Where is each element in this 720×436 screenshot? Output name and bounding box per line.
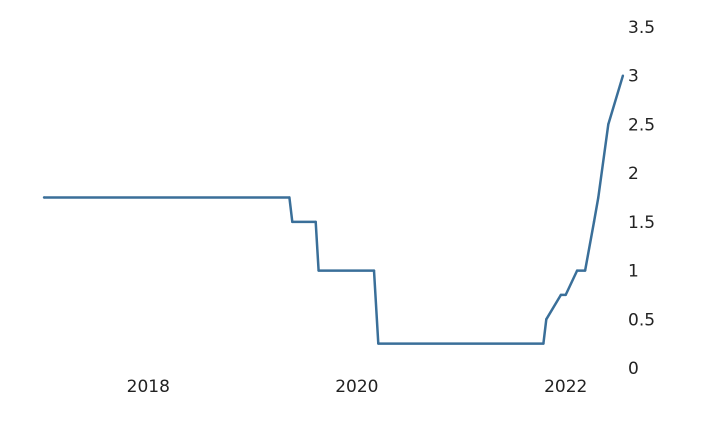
data-point [621, 74, 625, 77]
data-point [42, 196, 46, 199]
data-point [607, 123, 610, 126]
y-tick-label: 3.5 [628, 18, 655, 38]
y-tick-label: 0 [628, 359, 639, 379]
data-point [288, 196, 291, 199]
data-point [542, 342, 545, 345]
data-point [564, 293, 567, 297]
data-point [377, 342, 380, 345]
data-point [372, 269, 376, 272]
data-point [559, 293, 563, 297]
series-group [42, 74, 625, 345]
x-axis-ticks: 2018 2020 2022 [127, 377, 588, 397]
data-point [545, 318, 548, 321]
x-tick-label: 2022 [544, 377, 587, 397]
y-tick-label: 1 [628, 262, 639, 282]
y-tick-label: 3 [628, 67, 639, 87]
x-tick-label: 2020 [335, 377, 378, 397]
data-point [317, 269, 320, 272]
data-point [597, 196, 600, 199]
x-tick-label: 2018 [127, 377, 170, 397]
data-point [592, 220, 596, 224]
y-tick-label: 1.5 [628, 213, 655, 233]
data-point [575, 269, 579, 272]
series-line [44, 75, 625, 345]
data-point [314, 220, 317, 224]
y-tick-label: 0.5 [628, 310, 655, 330]
y-axis-ticks: 0 0.5 1 1.5 2 2.5 3 3.5 [628, 18, 655, 379]
data-point [291, 220, 294, 224]
y-tick-label: 2 [628, 164, 639, 184]
data-point [583, 269, 587, 272]
y-tick-label: 2.5 [628, 115, 655, 135]
